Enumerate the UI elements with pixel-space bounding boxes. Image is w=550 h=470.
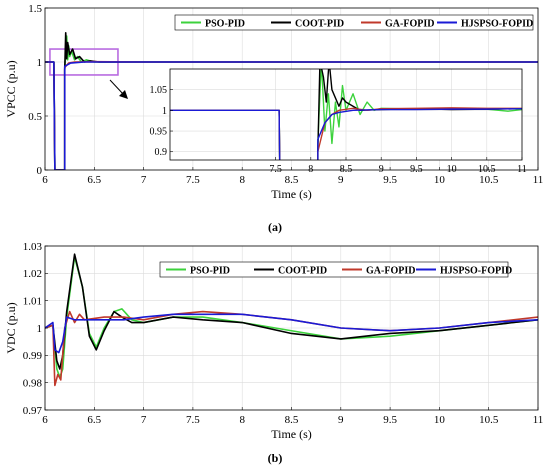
x-tick-label: 6 — [42, 414, 48, 426]
x-tick-label: 10.5 — [479, 414, 499, 426]
x-tick-label: 7.5 — [186, 414, 200, 426]
y-tick-label: 1.05 — [150, 85, 168, 96]
x-tick-label: 9 — [338, 414, 344, 426]
legend-box — [159, 261, 509, 278]
y-tick-label: 1.01 — [23, 296, 42, 308]
y-tick-label: 1.5 — [28, 3, 42, 15]
y-tick-label: 0.5 — [28, 111, 42, 123]
x-tick-label: 8 — [308, 164, 313, 175]
x-tick-label: 11 — [533, 414, 544, 426]
y-tick-label: 0.95 — [150, 127, 168, 138]
x-tick-label: 7.5 — [186, 174, 200, 186]
y-tick-label: 0.9 — [155, 147, 168, 158]
y-axis-label: VPCC (p.u) — [4, 60, 18, 117]
x-tick-label: 6.5 — [87, 174, 101, 186]
x-tick-label: 10.5 — [478, 164, 496, 175]
panel-a-label: (a) — [268, 220, 282, 234]
series-line-hjspso-fopid — [45, 61, 538, 170]
zoom-arrow-line — [109, 79, 125, 96]
legend-label-pso-pid: PSO-PID — [190, 266, 230, 277]
x-tick-label: 7.5 — [269, 164, 282, 175]
y-tick-label: 1.02 — [23, 268, 42, 280]
chart-panel-b: 6 6.5 7 7.5 8 8.5 9 9.5 10 10.5 11 0.97 0.98 0.99 1 1.0… — [4, 241, 543, 441]
legend-label-ga-fopid: GA-FOPID — [385, 19, 434, 30]
x-tick-label: 9.5 — [383, 174, 397, 186]
y-tick-label: 0 — [37, 165, 43, 177]
x-tick-label: 6.5 — [87, 414, 101, 426]
legend-label-hjspso-fopid: HJSPSO-FOPID — [440, 266, 512, 277]
panel-b-label: (b) — [268, 451, 283, 465]
y-tick-label: 1 — [37, 323, 43, 335]
series-group — [45, 253, 538, 387]
zoom-arrow-head — [119, 90, 128, 99]
legend: PSO-PID COOT-PID GA-FOPID HJSPSO-FOPID — [174, 14, 534, 31]
x-tick-label: 9.5 — [410, 164, 423, 175]
series-line-ga-fopid — [170, 107, 522, 160]
y-tick-label: 1.03 — [23, 241, 43, 253]
legend-label-coot-pid: COOT-PID — [278, 266, 327, 277]
y-tick-label: 1 — [37, 57, 43, 69]
x-tick-label: 9.5 — [383, 414, 397, 426]
x-tick-label: 11 — [517, 164, 527, 175]
y-axis-label: VDC (p.u) — [4, 302, 18, 353]
x-tick-label: 8 — [239, 174, 245, 186]
x-tick-label: 11 — [533, 174, 544, 186]
chart-panel-a-inset: 7.5 8 8.5 9 9.5 10 10.5 11 0.9 0.95 1 1.05 — [150, 68, 527, 175]
series-group — [170, 69, 522, 160]
x-tick-label: 8.5 — [285, 414, 299, 426]
x-tick-label: 10 — [434, 174, 446, 186]
legend-label-pso-pid: PSO-PID — [205, 19, 245, 30]
x-axis-label: Time (s) — [271, 427, 312, 441]
legend-box — [174, 14, 534, 31]
y-tick-label: 0.97 — [23, 405, 43, 417]
x-tick-label: 10 — [434, 414, 446, 426]
legend-label-hjspso-fopid: HJSPSO-FOPID — [461, 19, 533, 30]
legend-label-ga-fopid: GA-FOPID — [366, 266, 415, 277]
x-tick-label: 10 — [447, 164, 457, 175]
x-tick-label: 9 — [379, 164, 384, 175]
y-tick-label: 0.99 — [23, 350, 43, 362]
x-tick-label: 8.5 — [340, 164, 353, 175]
x-tick-label: 7 — [141, 174, 147, 186]
x-tick-label: 7 — [141, 414, 147, 426]
x-tick-label: 8 — [239, 414, 245, 426]
x-tick-label: 9 — [338, 174, 344, 186]
zoom-annotation — [109, 79, 128, 99]
x-tick-label: 10.5 — [479, 174, 499, 186]
series-group — [45, 32, 538, 170]
legend: PSO-PID COOT-PID GA-FOPID HJSPSO-FOPID — [159, 261, 512, 278]
x-tick-label: 8.5 — [285, 174, 299, 186]
y-tick-label: 1 — [162, 106, 167, 117]
y-tick-label: 0.98 — [23, 378, 43, 390]
series-line-hjspso-fopid — [45, 313, 538, 354]
series-line-hjspso-fopid — [170, 108, 522, 160]
legend-label-coot-pid: COOT-PID — [295, 19, 344, 30]
x-tick-label: 6 — [42, 174, 48, 186]
x-axis-label: Time (s) — [271, 187, 312, 201]
